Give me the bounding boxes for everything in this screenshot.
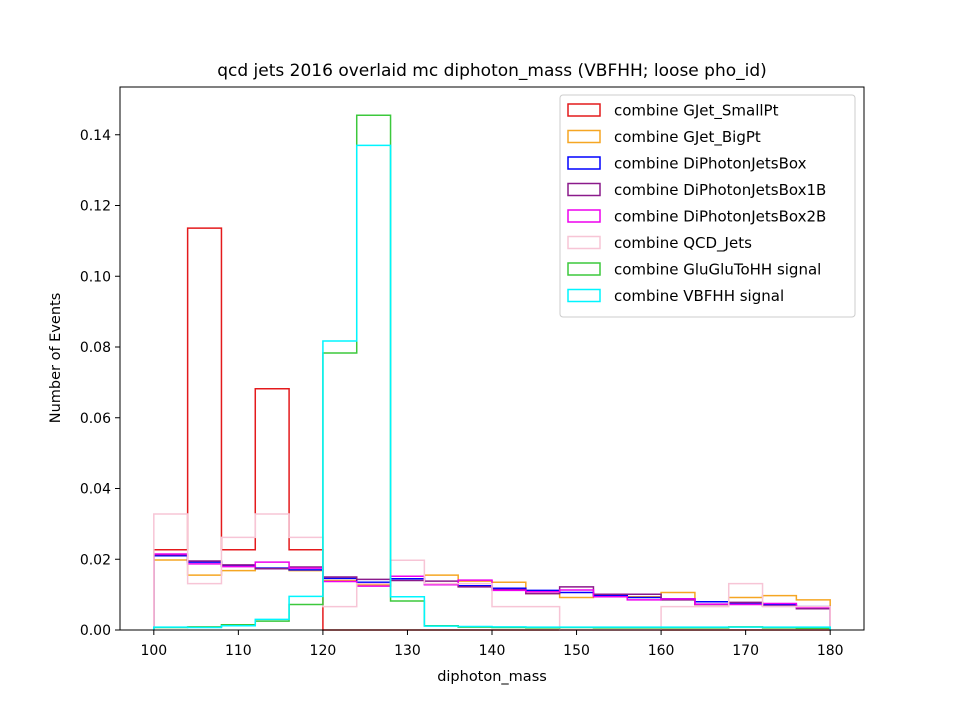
legend-swatch bbox=[567, 182, 601, 197]
x-tick-label: 150 bbox=[563, 643, 590, 659]
x-tick-label: 120 bbox=[310, 643, 337, 659]
x-tick-label: 170 bbox=[732, 643, 759, 659]
legend-swatch bbox=[567, 103, 601, 117]
legend-label: combine GJet_BigPt bbox=[614, 128, 761, 147]
legend-label: combine VBFHH signal bbox=[614, 287, 784, 305]
legend-frame bbox=[559, 94, 856, 318]
chart-title: qcd jets 2016 overlaid mc diphoton_mass … bbox=[217, 61, 767, 81]
legend-swatch bbox=[567, 129, 601, 144]
y-tick-label: 0.06 bbox=[80, 411, 111, 427]
series-7-histogram bbox=[153, 144, 831, 630]
x-axis-ticks: 100 110 120 130 140 150 160 170 180 bbox=[140, 630, 844, 659]
legend-swatch bbox=[567, 209, 601, 223]
x-axis-label: diphoton_mass bbox=[437, 669, 547, 685]
y-tick-label: 0.02 bbox=[80, 552, 111, 568]
plot-frame bbox=[119, 86, 865, 631]
x-tick-label: 140 bbox=[479, 643, 506, 659]
legend-swatch bbox=[567, 288, 601, 303]
y-tick-label: 0.00 bbox=[80, 623, 111, 639]
y-tick-label: 0.04 bbox=[80, 482, 111, 498]
x-tick-label: 180 bbox=[817, 643, 844, 659]
legend-label: combine GJet_SmallPt bbox=[614, 102, 779, 121]
legend-label: combine DiPhotonJetsBox bbox=[614, 155, 807, 173]
x-tick-label: 160 bbox=[648, 643, 675, 659]
x-tick-label: 130 bbox=[394, 643, 421, 659]
legend-label: combine GluGluToHH signal bbox=[614, 261, 821, 279]
x-tick-label: 110 bbox=[225, 643, 252, 659]
y-tick-label: 0.08 bbox=[80, 340, 111, 356]
y-tick-label: 0.10 bbox=[80, 269, 111, 285]
legend-swatch bbox=[567, 262, 601, 276]
series-layer bbox=[153, 114, 831, 631]
series-5-histogram bbox=[153, 513, 831, 631]
legend-label: combine QCD_Jets bbox=[614, 234, 752, 253]
legend-label: combine DiPhotonJetsBox2B bbox=[614, 208, 826, 226]
legend-swatch bbox=[567, 235, 601, 250]
y-axis-ticks: 0.00 0.02 0.04 0.06 0.08 0.10 0.12 0.14 bbox=[80, 128, 120, 639]
legend-label: combine DiPhotonJetsBox1B bbox=[614, 181, 826, 199]
legend-swatch bbox=[567, 156, 601, 170]
y-tick-label: 0.12 bbox=[80, 199, 111, 215]
y-tick-label: 0.14 bbox=[80, 128, 111, 144]
x-tick-label: 100 bbox=[140, 643, 167, 659]
y-axis-label: Number of Events bbox=[48, 293, 64, 424]
